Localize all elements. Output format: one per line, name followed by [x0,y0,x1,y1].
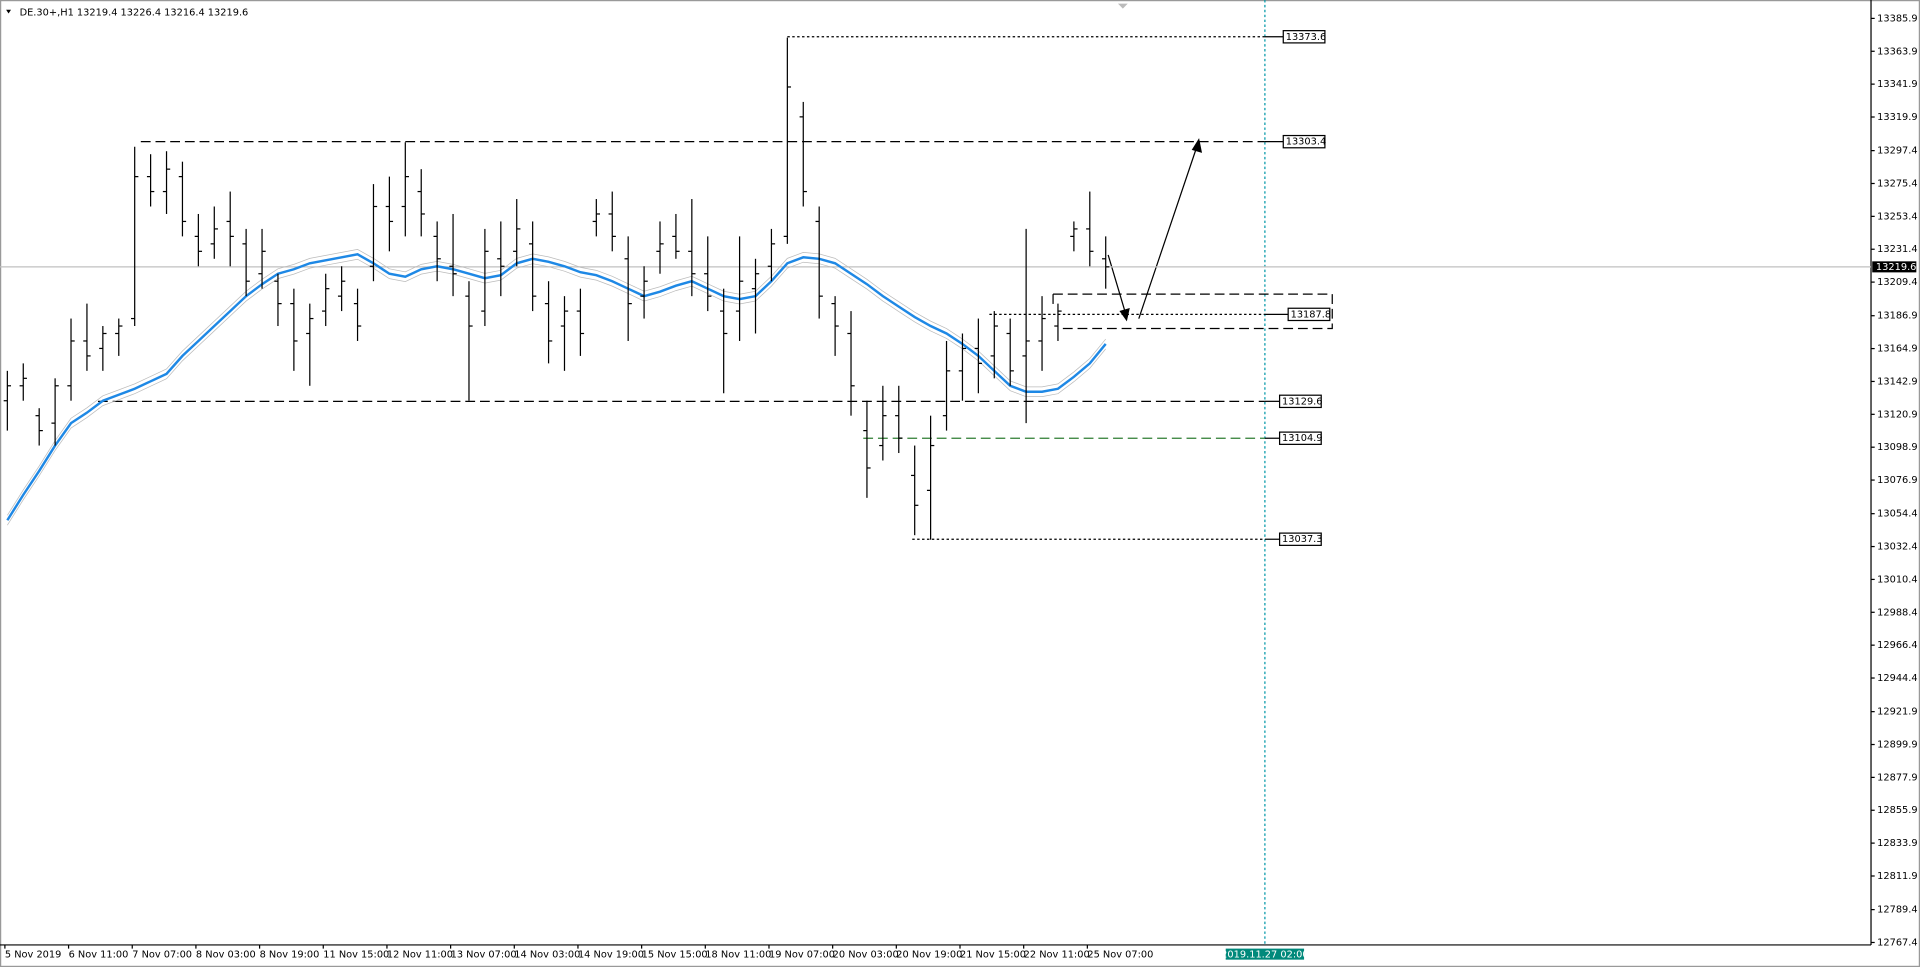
y-tick-label: 12855.9 [1877,805,1917,816]
level-label-box [1287,307,1331,322]
x-tick-label: 13 Nov 07:00 [451,950,517,961]
y-tick-label: 13032.4 [1877,542,1917,553]
y-tick-label: 12921.9 [1877,707,1917,718]
y-tick-label: 13341.9 [1877,79,1917,90]
y-tick-label: 13076.9 [1877,475,1917,486]
y-tick-label: 13186.9 [1877,311,1917,322]
header-value: 13219.6 [208,7,248,18]
level-label: 13129.6 [1282,396,1322,407]
cursor-time: 2019.11.27 02:00 [1221,950,1308,961]
y-tick-label: 13319.9 [1877,112,1917,123]
arrow-down [1107,254,1126,313]
x-tick-label: 19 Nov 07:00 [769,950,835,961]
level-label: 13037.3 [1282,534,1322,545]
y-tick-label: 13385.9 [1877,13,1917,24]
y-tick-label: 13054.4 [1877,509,1917,520]
x-tick-label: 14 Nov 19:00 [578,950,644,961]
y-tick-label: 12877.9 [1877,772,1917,783]
y-tick-label: 12966.4 [1877,640,1917,651]
level-label: 13303.4 [1286,137,1326,148]
moving-average [6,253,1107,521]
ma-envelope [7,249,1106,516]
header-arrow [6,9,12,14]
y-tick-label: 12767.4 [1877,937,1917,948]
y-tick-label: 12811.9 [1877,871,1917,882]
arrow-head [1191,138,1203,153]
y-tick-label: 12789.4 [1877,905,1917,916]
header-value: 13219.4 [77,7,117,18]
x-tick-label: 7 Nov 07:00 [132,950,192,961]
zone-box [1053,293,1333,330]
ma-envelope [7,258,1106,526]
y-tick-label: 13010.4 [1877,574,1917,585]
x-tick-label: 8 Nov 03:00 [196,950,256,961]
current-price-label: 13219.6 [1876,262,1916,273]
y-tick-label: 13297.4 [1877,146,1917,157]
cursor-time-box [1225,948,1305,960]
y-tick-label: 13231.4 [1877,244,1917,255]
current-price-box [1872,261,1917,273]
x-tick-label: 22 Nov 11:00 [1024,950,1090,961]
x-tick-label: 12 Nov 11:00 [387,950,453,961]
y-tick-label: 12988.4 [1877,607,1917,618]
x-tick-label: 20 Nov 03:00 [833,950,899,961]
header-value: 13216.4 [164,7,204,18]
y-tick-label: 12833.9 [1877,838,1917,849]
x-tick-label: 21 Nov 15:00 [960,950,1026,961]
x-tick-label: 8 Nov 19:00 [260,950,320,961]
y-tick-label: 13253.4 [1877,211,1917,222]
level-label-box [1282,134,1326,149]
y-tick-label: 13209.4 [1877,277,1917,288]
y-tick-label: 13142.9 [1877,376,1917,387]
symbol-name: DE.30+,H1 [20,7,74,18]
scroll-marker [1117,3,1128,9]
y-tick-label: 12899.9 [1877,740,1917,751]
x-tick-label: 20 Nov 19:00 [896,950,962,961]
x-tick-label: 15 Nov 15:00 [642,950,708,961]
level-label-box [1282,30,1326,44]
level-label-box [1278,532,1322,546]
y-tick-label: 13098.9 [1877,442,1917,453]
level-label-box [1278,431,1322,445]
header-value: 13226.4 [121,7,161,18]
x-tick-label: 18 Nov 11:00 [705,950,771,961]
level-label: 13187.8 [1291,309,1331,320]
y-tick-label: 12944.4 [1877,673,1917,684]
x-tick-label: 25 Nov 07:00 [1087,950,1153,961]
x-tick-label: 5 Nov 2019 [5,950,61,961]
level-label-box [1278,394,1322,409]
y-tick-label: 13164.9 [1877,344,1917,355]
header: DE.30+,H1 13219.4 13226.4 13216.4 13219.… [6,7,248,18]
level-label: 13104.9 [1282,433,1322,444]
level-label: 13373.6 [1286,32,1326,43]
symbol: DE.30+,H1 13219.4 13226.4 13216.4 13219.… [20,7,249,18]
y-tick-label: 13275.4 [1877,178,1917,189]
x-tick-label: 11 Nov 15:00 [323,950,389,961]
y-tick-label: 13120.9 [1877,409,1917,420]
x-tick-label: 14 Nov 03:00 [514,950,580,961]
arrow-up [1138,144,1199,319]
y-tick-label: 13363.9 [1877,46,1917,57]
x-tick-label: 6 Nov 11:00 [69,950,129,961]
